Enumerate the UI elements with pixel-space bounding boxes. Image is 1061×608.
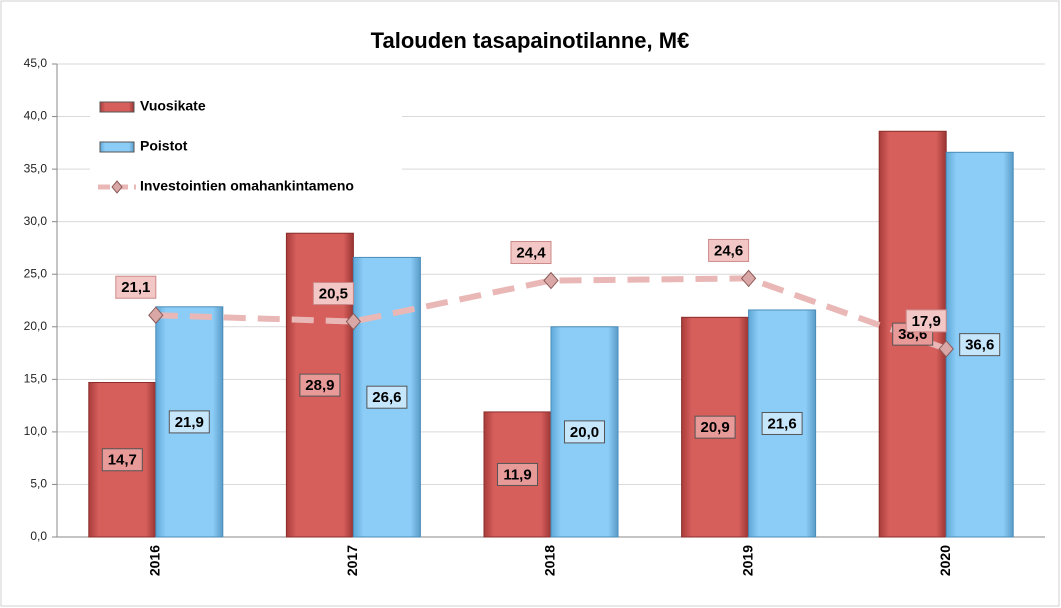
y-tick-label: 20,0: [24, 319, 48, 333]
y-tick-label: 15,0: [24, 372, 48, 386]
data-label: 20,0: [564, 420, 605, 444]
legend-label: Vuosikate: [140, 98, 206, 114]
data-label-text: 20,9: [700, 419, 729, 436]
data-label-box: [564, 420, 605, 444]
data-label-box: [497, 462, 538, 486]
x-tick-label: 2018: [542, 545, 558, 576]
data-label-box: [708, 238, 750, 262]
data-label-text: 24,6: [714, 242, 743, 259]
legend-label: Poistot: [140, 138, 188, 154]
data-label-box: [101, 448, 143, 472]
legend-swatch: [99, 101, 135, 113]
data-label-text: 17,9: [912, 313, 941, 330]
data-label-box: [312, 282, 354, 306]
data-label: 24,4: [510, 241, 552, 265]
x-tick-label: 2016: [147, 545, 163, 576]
y-tick-label: 5,0: [30, 477, 47, 491]
data-label-text: 36,6: [965, 337, 994, 354]
data-label-text: 11,9: [503, 466, 531, 483]
x-tick-label: 2017: [344, 545, 360, 576]
y-tick-label: 35,0: [24, 161, 48, 175]
data-label: 17,9: [905, 309, 947, 333]
data-label: 26,6: [366, 385, 408, 409]
data-label: 21,1: [115, 275, 157, 299]
y-tick-label: 10,0: [24, 424, 48, 438]
data-label-box: [959, 333, 1001, 357]
data-label-box: [761, 411, 803, 435]
line-marker: [148, 306, 164, 324]
legend-box: [90, 88, 402, 204]
data-label: 20,9: [694, 415, 736, 439]
data-label: 36,6: [959, 333, 1001, 357]
data-label-box: [115, 275, 157, 299]
data-label: 21,9: [168, 410, 210, 434]
x-tick-label: 2020: [937, 545, 953, 576]
data-label-text: 21,9: [175, 414, 204, 431]
line-marker: [345, 312, 362, 331]
data-label-text: 20,5: [319, 285, 348, 302]
data-label-text: 28,9: [305, 377, 334, 394]
data-label-text: 21,6: [767, 415, 796, 432]
data-label-text: 20,0: [570, 424, 599, 441]
data-label-box: [168, 410, 210, 434]
data-label-text: 26,6: [372, 389, 401, 406]
line: [155, 275, 948, 352]
y-tick-label: 25,0: [24, 266, 48, 280]
data-label-box: [510, 241, 552, 265]
line-marker: [938, 340, 954, 358]
data-label-box: [905, 309, 947, 333]
y-tick-label: 0,0: [30, 529, 47, 543]
y-tick-label: 40,0: [24, 109, 48, 123]
legend-swatch: [99, 141, 135, 153]
x-tick-label: 2019: [739, 545, 755, 576]
data-label: 20,5: [312, 282, 354, 306]
bar: [88, 381, 157, 538]
y-tick-label: 45,0: [24, 56, 48, 70]
data-label: 24,6: [708, 238, 750, 262]
data-label: 28,9: [299, 373, 341, 397]
line-marker: [543, 271, 559, 290]
chart-title: Talouden tasapainotilanne, M€: [371, 28, 690, 53]
legend-marker: [111, 180, 123, 194]
data-label-text: 21,1: [121, 279, 150, 296]
line-marker: [740, 269, 757, 288]
data-label: 11,9: [497, 462, 538, 486]
y-tick-label: 30,0: [24, 214, 48, 228]
data-label-text: 24,4: [516, 244, 546, 261]
data-label: 21,6: [761, 411, 803, 435]
legend-label: Investointien omahankintameno: [140, 178, 354, 194]
data-label-box: [366, 385, 408, 409]
data-label: 14,7: [101, 448, 143, 472]
data-label-text: 14,7: [108, 452, 137, 469]
data-label-box: [299, 373, 341, 397]
data-label-box: [694, 415, 736, 439]
